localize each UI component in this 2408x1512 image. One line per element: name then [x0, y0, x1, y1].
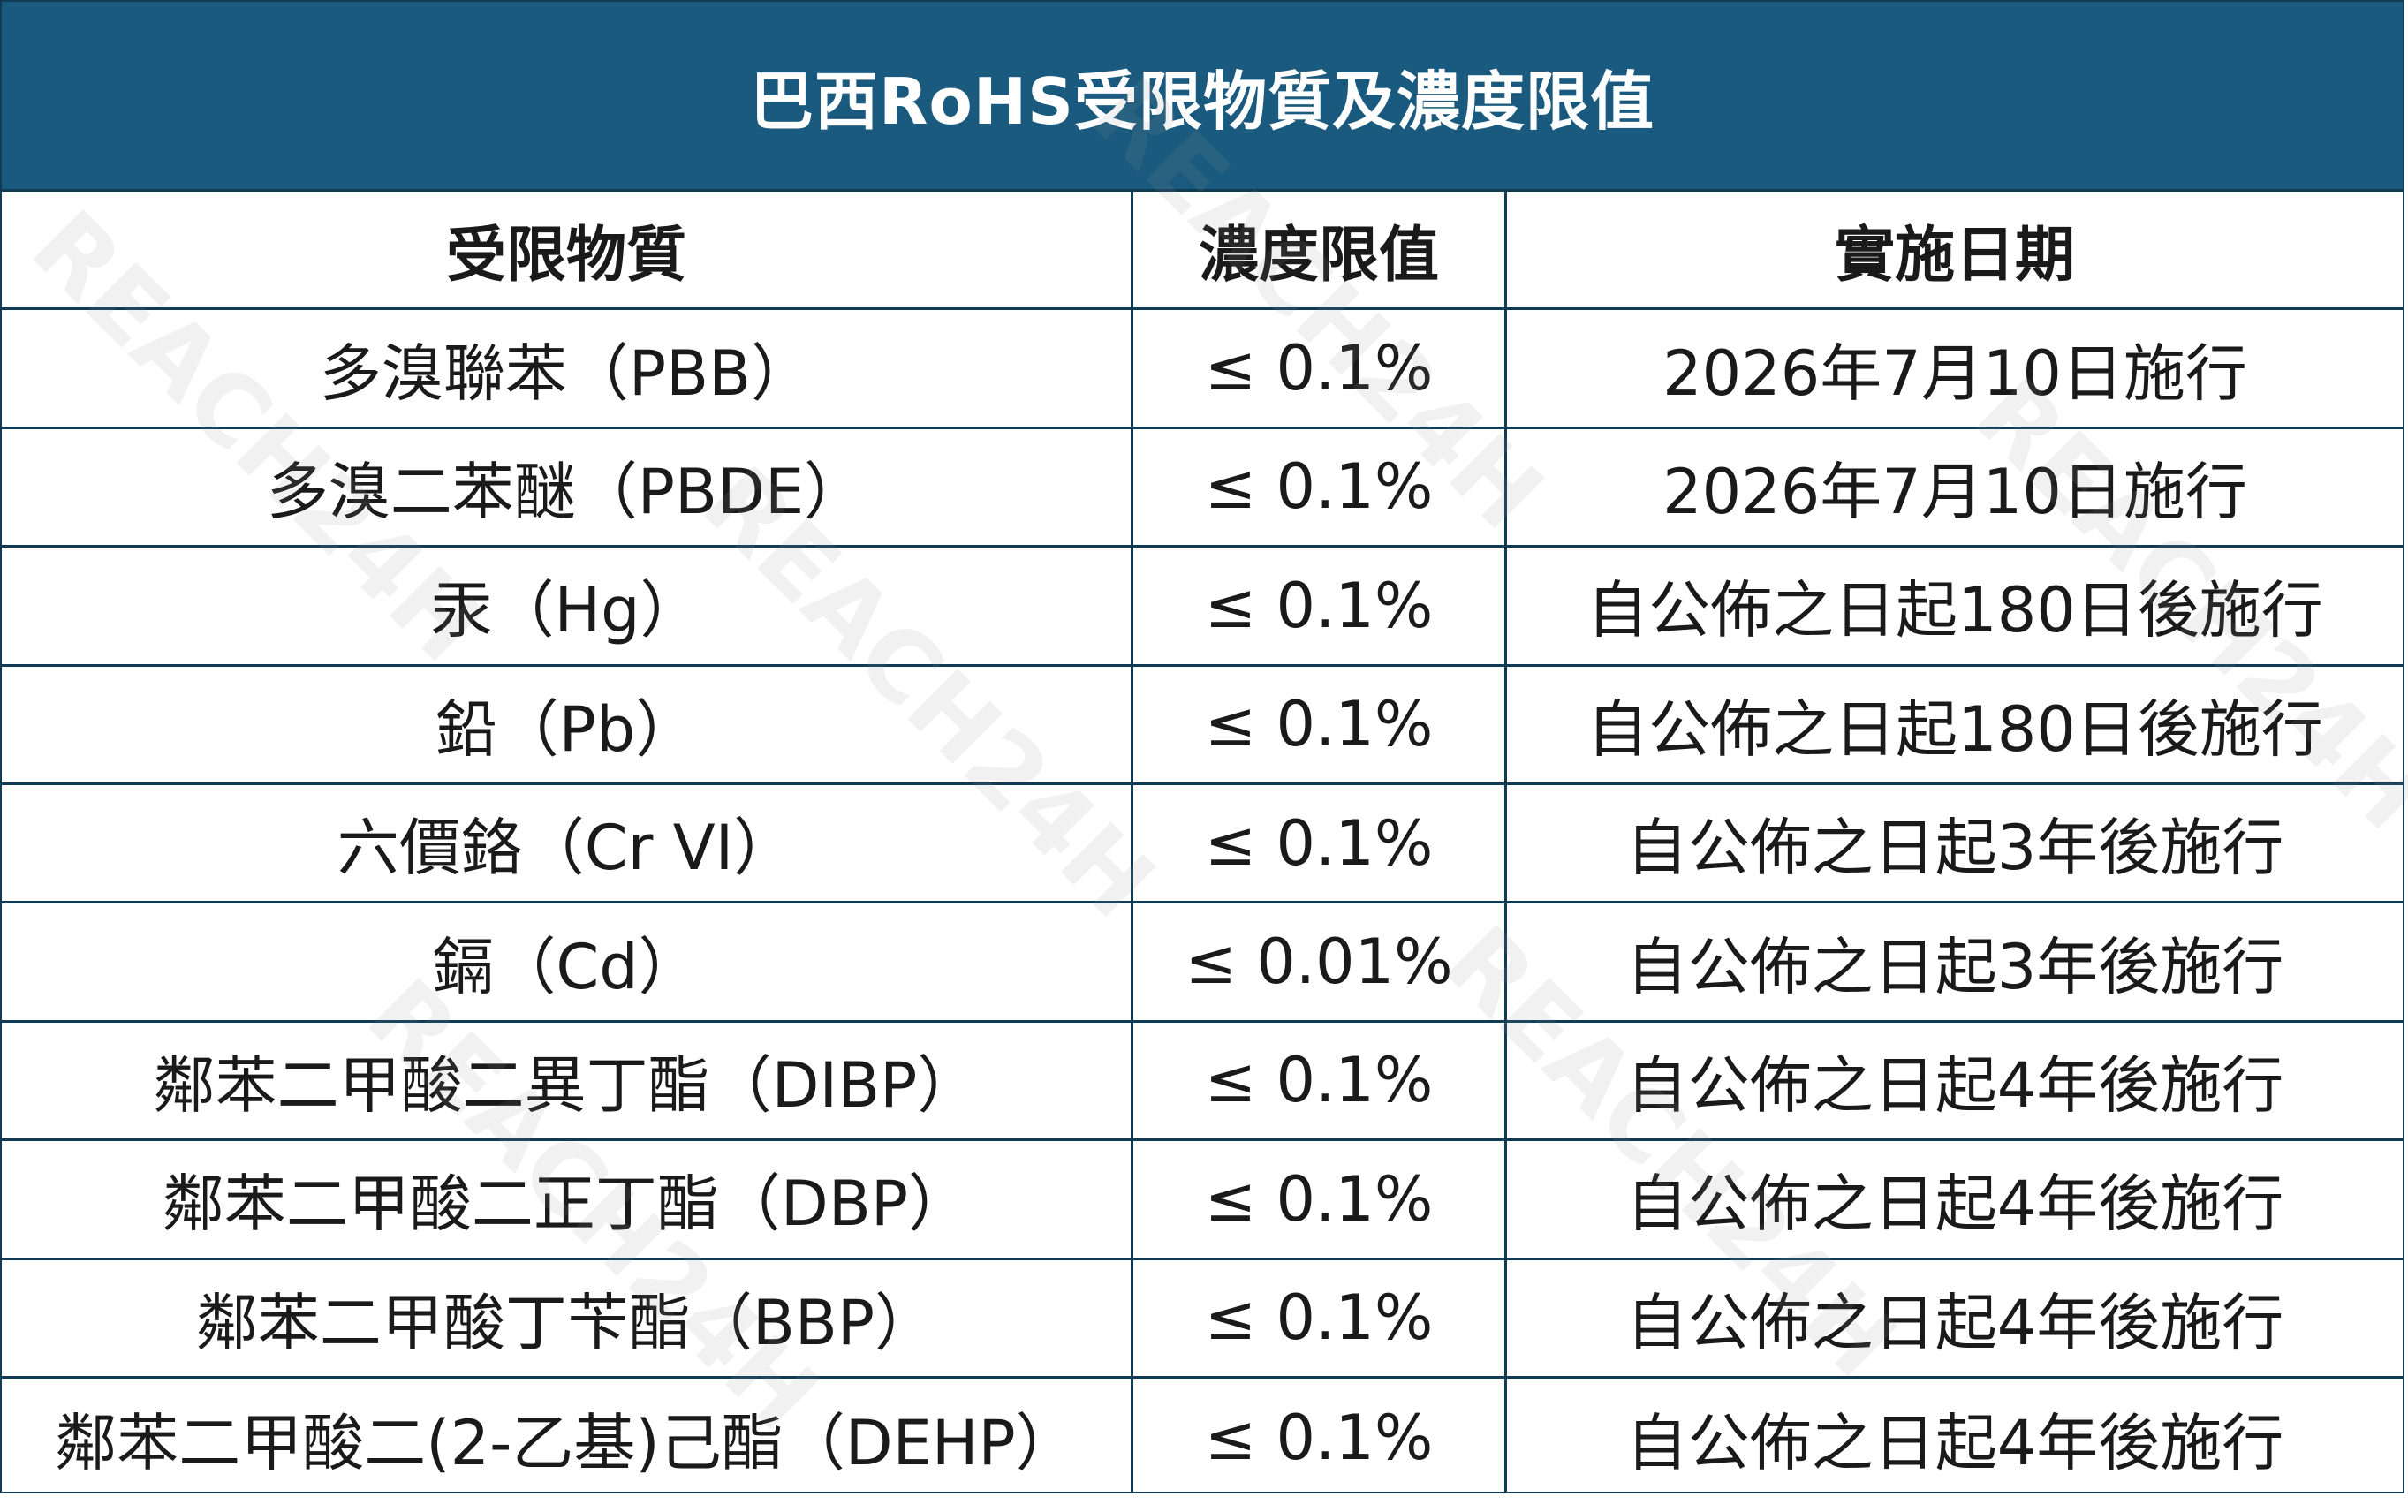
substance-cell: 汞（Hg） — [2, 548, 1133, 664]
substance-cell: 多溴聯苯（PBB） — [2, 310, 1133, 427]
table-row: 六價鉻（Cr VI） ≤ 0.1% 自公佈之日起3年後施行 — [2, 784, 2403, 904]
limit-cell: ≤ 0.1% — [1133, 310, 1507, 427]
date-cell: 自公佈之日起180日後施行 — [1586, 692, 2323, 766]
substance-cell: 鄰苯二甲酸二正丁酯（DBP） — [2, 1141, 1133, 1258]
date-cell: 自公佈之日起4年後施行 — [1625, 1048, 2284, 1122]
table-row: 多溴二苯醚（PBDE） ≤ 0.1% 2026年7月10日施行 — [2, 428, 2403, 548]
date-cell: 自公佈之日起4年後施行 — [1625, 1286, 2284, 1359]
limit-cell: ≤ 0.1% — [1133, 548, 1507, 664]
table-row: 汞（Hg） ≤ 0.1% 自公佈之日起180日後施行 — [2, 548, 2403, 667]
date-cell: 自公佈之日起3年後施行 — [1625, 930, 2284, 1003]
table-row: 鉛（Pb） ≤ 0.1% 自公佈之日起180日後施行 — [2, 666, 2403, 785]
substance-cell: 鄰苯二甲酸丁苄酯（BBP） — [2, 1259, 1133, 1376]
table-row: 鎘（Cd） ≤ 0.01% 自公佈之日起3年後施行 — [2, 903, 2403, 1023]
table-row: 鄰苯二甲酸二異丁酯（DIBP） ≤ 0.1% 自公佈之日起4年後施行 — [2, 1022, 2403, 1142]
date-cell: 自公佈之日起4年後施行 — [1625, 1406, 2284, 1479]
header-substance: 受限物質 — [2, 192, 1133, 308]
date-cell: 自公佈之日起4年後施行 — [1625, 1168, 2284, 1241]
date-cell: 自公佈之日起180日後施行 — [1586, 574, 2323, 647]
table-row: 鄰苯二甲酸二(2-乙基)己酯（DEHP） ≤ 0.1% 自公佈之日起4年後施行 — [2, 1378, 2403, 1492]
table-row: 鄰苯二甲酸二正丁酯（DBP） ≤ 0.1% 自公佈之日起4年後施行 — [2, 1141, 2403, 1260]
limit-cell: ≤ 0.1% — [1133, 1022, 1507, 1139]
table-header-row: 受限物質 濃度限值 實施日期 — [2, 192, 2403, 311]
table-row: 鄰苯二甲酸丁苄酯（BBP） ≤ 0.1% 自公佈之日起4年後施行 — [2, 1259, 2403, 1379]
substance-cell: 鎘（Cd） — [2, 903, 1133, 1020]
date-cell: 2026年7月10日施行 — [1662, 455, 2247, 528]
header-date: 實施日期 — [1834, 221, 2075, 291]
substance-cell: 鉛（Pb） — [2, 666, 1133, 782]
limit-cell: ≤ 0.1% — [1133, 666, 1507, 782]
table-row: 多溴聯苯（PBB） ≤ 0.1% 2026年7月10日施行 — [2, 310, 2403, 429]
substance-cell: 多溴二苯醚（PBDE） — [2, 428, 1133, 546]
limit-cell: ≤ 0.1% — [1133, 428, 1507, 546]
substance-cell: 鄰苯二甲酸二異丁酯（DIBP） — [2, 1022, 1133, 1139]
header-limit: 濃度限值 — [1133, 192, 1507, 308]
substance-cell: 鄰苯二甲酸二(2-乙基)己酯（DEHP） — [2, 1378, 1133, 1492]
substance-cell: 六價鉻（Cr VI） — [2, 784, 1133, 902]
limit-cell: ≤ 0.1% — [1133, 1378, 1507, 1492]
date-cell: 自公佈之日起3年後施行 — [1625, 812, 2284, 885]
date-cell: 2026年7月10日施行 — [1662, 336, 2247, 410]
limit-cell: ≤ 0.01% — [1133, 903, 1507, 1020]
limit-cell: ≤ 0.1% — [1133, 1259, 1507, 1376]
table-title: 巴西RoHS受限物質及濃度限值 — [2, 2, 2403, 192]
limit-cell: ≤ 0.1% — [1133, 1141, 1507, 1258]
limit-cell: ≤ 0.1% — [1133, 784, 1507, 902]
